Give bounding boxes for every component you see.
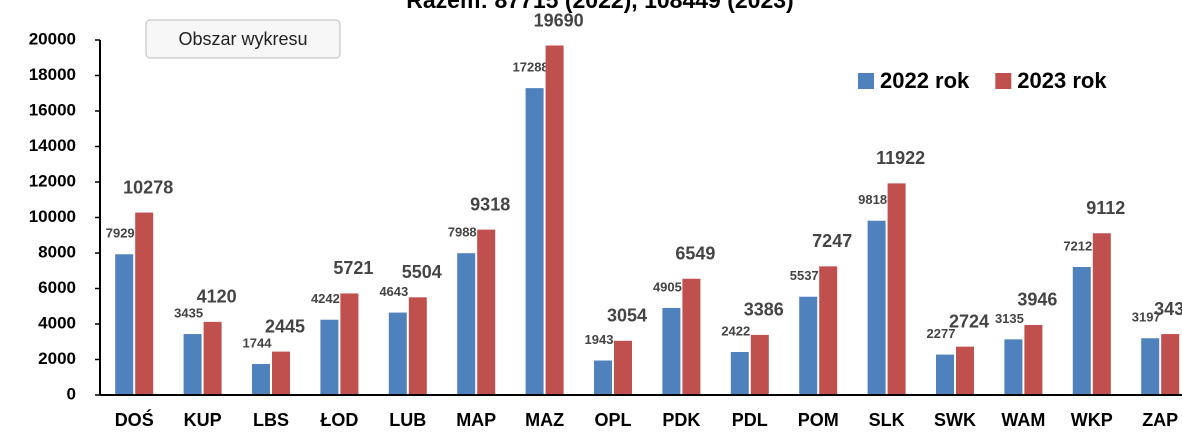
data-label: 17288	[513, 60, 549, 75]
data-label: 3054	[607, 306, 647, 326]
x-tick-label: OPL	[594, 410, 631, 430]
bar	[867, 220, 886, 395]
x-tick-label: ZAP	[1142, 410, 1178, 430]
x-tick-label: SWK	[934, 410, 976, 430]
data-label: 3135	[995, 311, 1024, 326]
tooltip-text: Obszar wykresu	[178, 29, 307, 49]
data-label: 3433	[1154, 299, 1182, 319]
y-tick-label: 2000	[38, 349, 76, 368]
bar	[936, 354, 954, 395]
bar	[730, 352, 749, 395]
bar	[525, 88, 544, 395]
legend-label: 2022 rok	[880, 68, 970, 93]
x-tick-label: WKP	[1071, 410, 1113, 430]
data-label: 10278	[123, 177, 173, 197]
bar	[1161, 334, 1180, 395]
data-label: 1943	[585, 332, 614, 347]
y-tick-label: 14000	[29, 136, 76, 155]
legend-label: 2023 rok	[1017, 68, 1107, 93]
tooltip-box	[145, 19, 341, 59]
bar	[956, 346, 974, 395]
x-tick-label: LUB	[389, 410, 426, 430]
data-label: 5721	[333, 258, 373, 278]
bar	[457, 253, 476, 395]
data-label: 4905	[653, 279, 682, 294]
data-label: 2277	[927, 326, 956, 341]
chart-title: Razem: 87715 (2022), 108449 (2023)	[406, 0, 793, 13]
x-tick-label: MAZ	[525, 410, 564, 430]
bar	[750, 334, 769, 395]
x-tick-label: KUP	[184, 410, 222, 430]
data-label: 3386	[744, 300, 784, 320]
data-label: 2445	[265, 316, 305, 336]
data-label: 5537	[790, 268, 819, 283]
bar	[1141, 338, 1160, 395]
bar	[614, 340, 632, 395]
legend-swatch	[858, 73, 874, 89]
y-tick-label: 16000	[29, 100, 76, 119]
bar	[252, 364, 270, 395]
y-tick-label: 4000	[38, 313, 76, 332]
x-tick-label: POM	[798, 410, 839, 430]
data-label: 3946	[1017, 290, 1057, 310]
data-label: 11922	[876, 148, 925, 168]
data-label: 1744	[243, 335, 273, 350]
bar	[272, 351, 290, 395]
data-label: 2422	[721, 323, 750, 338]
data-label: 4120	[197, 287, 237, 307]
x-tick-label: DOŚ	[115, 409, 154, 430]
bar	[1004, 339, 1023, 395]
data-label: 7212	[1063, 238, 1092, 253]
bar	[662, 307, 681, 395]
x-tick-label: PDK	[662, 410, 700, 430]
bar	[115, 254, 134, 395]
bar	[819, 266, 838, 395]
x-tick-label: MAP	[456, 410, 496, 430]
data-label: 2724	[949, 311, 989, 331]
data-label: 9318	[470, 194, 510, 214]
bar	[887, 183, 906, 395]
bar	[1024, 324, 1043, 395]
x-tick-label: SLK	[869, 410, 905, 430]
data-label: 4242	[311, 291, 340, 306]
data-label: 5504	[402, 262, 442, 282]
x-tick-label: ŁOD	[320, 410, 358, 430]
bar	[135, 212, 154, 395]
bar	[183, 334, 202, 395]
data-label: 4643	[379, 284, 408, 299]
legend-swatch	[995, 73, 1012, 89]
x-tick-label: LBS	[253, 410, 289, 430]
y-tick-label: 12000	[29, 171, 76, 190]
x-tick-label: WAM	[1001, 410, 1045, 430]
y-tick-label: 10000	[29, 207, 76, 226]
y-tick-label: 6000	[38, 278, 76, 297]
data-label: 7988	[448, 225, 477, 240]
bar	[203, 321, 222, 395]
bar	[320, 319, 339, 395]
bar	[1092, 233, 1111, 395]
y-tick-label: 18000	[29, 65, 76, 84]
data-label: 7929	[106, 226, 135, 241]
y-tick-label: 8000	[38, 242, 76, 261]
data-label: 3197	[1132, 310, 1161, 325]
bar	[408, 297, 427, 395]
y-tick-label: 0	[67, 384, 76, 403]
bar	[799, 296, 818, 395]
bar	[682, 278, 701, 395]
x-tick-label: PDL	[732, 410, 768, 430]
data-label: 6549	[675, 244, 715, 264]
data-label: 3435	[174, 305, 203, 320]
bar	[1072, 266, 1091, 395]
bar	[340, 293, 359, 395]
data-label: 9818	[858, 192, 887, 207]
y-tick-label: 20000	[29, 29, 76, 48]
bar	[594, 360, 612, 395]
bar	[545, 45, 564, 395]
data-label: 9112	[1086, 198, 1125, 218]
data-label: 7247	[812, 231, 852, 251]
bar	[388, 312, 407, 395]
data-label: 19690	[534, 10, 584, 30]
bar	[477, 229, 496, 395]
